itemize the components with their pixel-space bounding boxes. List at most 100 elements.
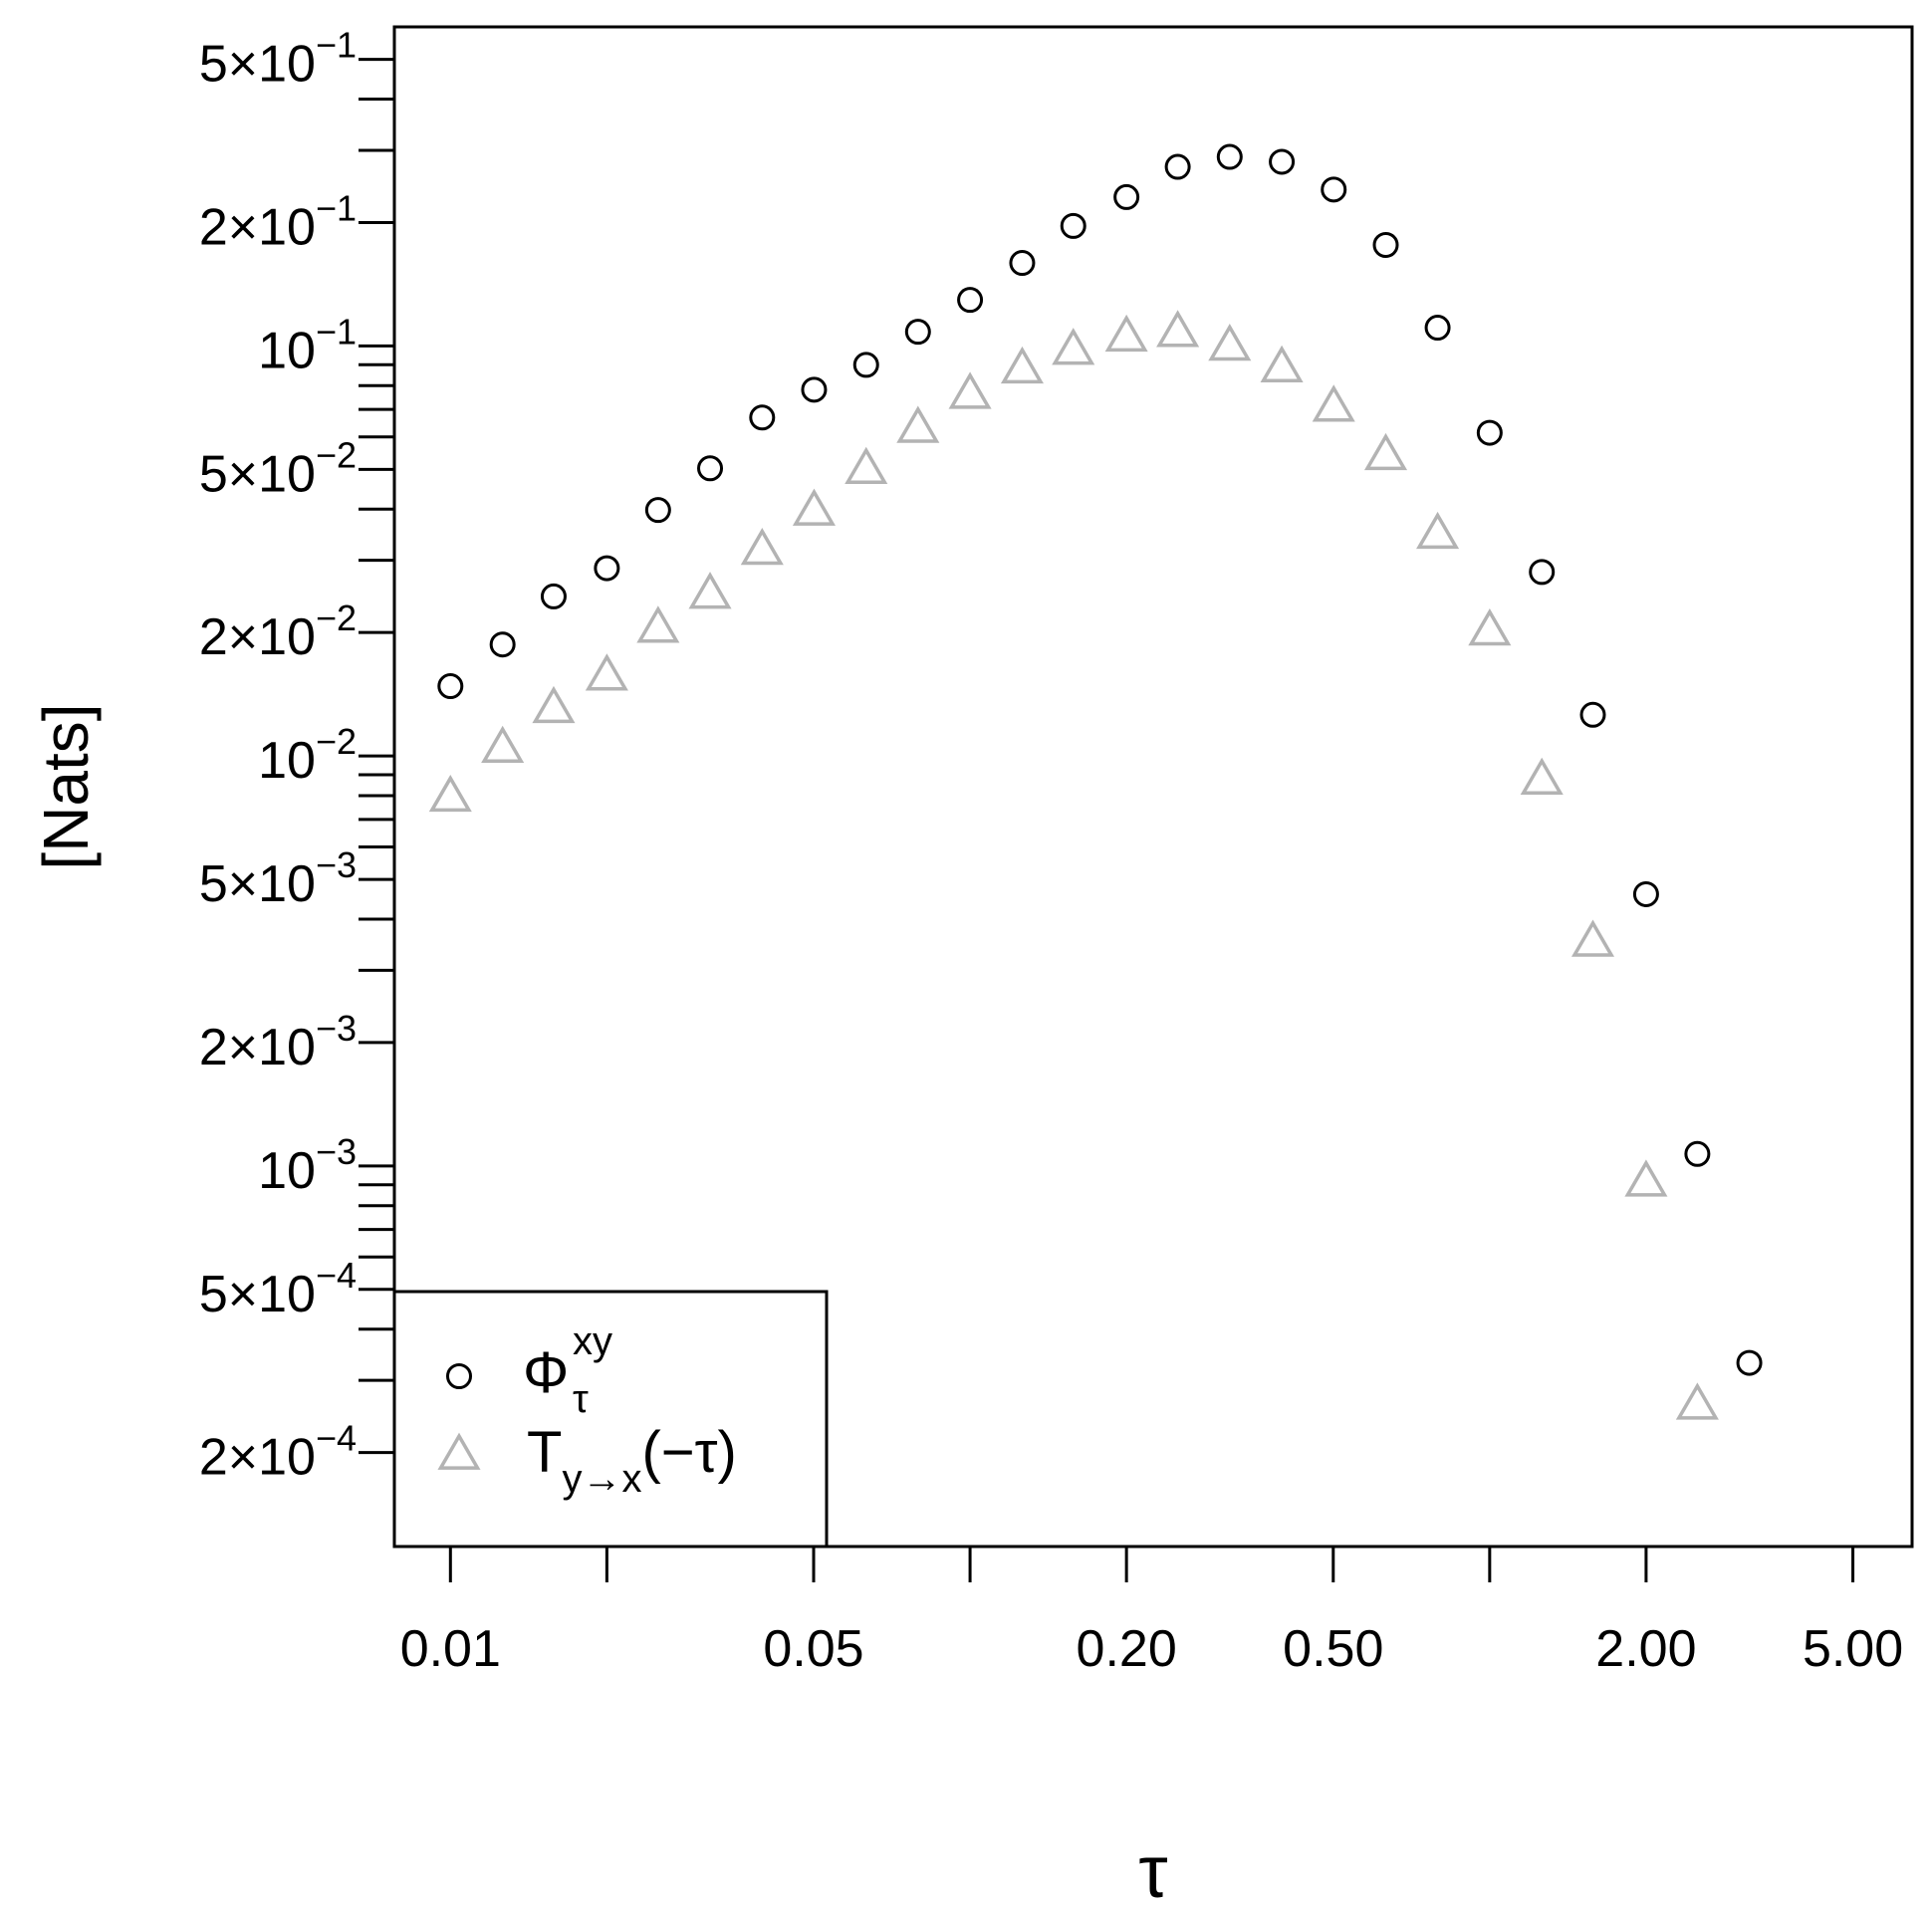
data-point-triangle bbox=[1104, 314, 1148, 353]
y-tick-base: 10 bbox=[258, 198, 316, 256]
y-tick-base: 10 bbox=[258, 445, 316, 503]
y-tick-base: 10 bbox=[258, 1429, 316, 1487]
y-tick-mantissa: 5 bbox=[199, 855, 228, 913]
y-tick-mantissa: 5 bbox=[199, 445, 228, 503]
y-tick-times: × bbox=[228, 1019, 258, 1076]
data-point-circle bbox=[446, 1363, 472, 1389]
data-point-circle bbox=[1579, 701, 1606, 728]
y-tick-times: × bbox=[228, 445, 258, 503]
data-point-triangle bbox=[1208, 323, 1252, 361]
data-point-triangle bbox=[437, 1432, 481, 1470]
data-point-circle bbox=[852, 352, 879, 378]
data-point-circle bbox=[1529, 559, 1556, 586]
x-tick-label: 0.05 bbox=[763, 1620, 863, 1678]
data-point-triangle bbox=[481, 725, 525, 764]
y-tick-exponent: −4 bbox=[316, 1418, 357, 1459]
y-tick-label: 2×10−4 bbox=[199, 1418, 357, 1487]
data-point-circle bbox=[594, 555, 620, 582]
data-point-triangle bbox=[896, 405, 940, 443]
data-point-triangle bbox=[948, 371, 992, 409]
data-point-circle bbox=[1060, 212, 1087, 239]
data-point-circle bbox=[957, 287, 984, 314]
data-point-circle bbox=[1269, 148, 1296, 175]
y-tick-mantissa: 5 bbox=[199, 1266, 228, 1323]
y-tick-exponent: −1 bbox=[316, 187, 357, 228]
x-tick-label: 5.00 bbox=[1803, 1620, 1903, 1678]
data-point-triangle bbox=[1416, 511, 1460, 550]
y-axis-label: [Nats] bbox=[30, 703, 102, 869]
series-triangle bbox=[428, 310, 1719, 1420]
data-point-triangle bbox=[1260, 345, 1304, 382]
y-tick-base: 10 bbox=[258, 1142, 316, 1200]
y-tick-exponent: −2 bbox=[316, 434, 357, 475]
data-point-triangle bbox=[740, 528, 784, 566]
y-tick-mantissa: 2 bbox=[199, 1429, 228, 1487]
y-tick-label: 2×10−1 bbox=[199, 187, 357, 256]
y-tick-exponent: −4 bbox=[316, 1255, 357, 1296]
y-tick-exponent: −3 bbox=[316, 1131, 357, 1172]
legend-t-suffix: (−τ) bbox=[641, 1420, 736, 1485]
data-point-circle bbox=[904, 319, 931, 346]
plot-frame bbox=[392, 25, 1914, 1549]
y-tick-mantissa: 2 bbox=[199, 1019, 228, 1076]
y-tick-label: 2×10−2 bbox=[199, 597, 357, 666]
data-point-circle bbox=[644, 497, 671, 524]
x-tick-label: 2.00 bbox=[1595, 1620, 1696, 1678]
data-point-triangle bbox=[428, 774, 472, 813]
data-point-triangle bbox=[1000, 346, 1044, 384]
y-tick-label: 10−3 bbox=[258, 1131, 357, 1200]
data-point-circle bbox=[1476, 419, 1503, 446]
data-point-triangle bbox=[532, 685, 576, 724]
data-point-triangle bbox=[1520, 757, 1564, 795]
y-tick-base: 10 bbox=[258, 322, 316, 379]
data-point-triangle bbox=[1624, 1159, 1668, 1197]
y-tick-exponent: −1 bbox=[316, 25, 357, 66]
data-point-triangle bbox=[1052, 328, 1095, 365]
y-tick-exponent: −2 bbox=[316, 721, 357, 762]
y-tick-base: 10 bbox=[258, 732, 316, 790]
legend-label-transfer: Ty→x(−τ) bbox=[527, 1420, 737, 1501]
legend-phi-subscript: τ bbox=[573, 1377, 589, 1421]
x-axis: 0.01 0.05 0.20 0.50 2.00 5.00 bbox=[400, 1547, 1903, 1678]
y-tick-base: 10 bbox=[258, 608, 316, 666]
data-point-circle bbox=[1424, 315, 1451, 342]
y-tick-base: 10 bbox=[258, 1019, 316, 1076]
data-point-circle bbox=[801, 376, 828, 403]
y-tick-times: × bbox=[228, 198, 258, 256]
data-point-circle bbox=[1164, 153, 1191, 180]
legend-phi-symbol: Φ bbox=[523, 1340, 569, 1405]
data-point-triangle bbox=[845, 446, 888, 484]
legend-t-subscript: y→x bbox=[562, 1457, 641, 1501]
y-tick-mantissa: 2 bbox=[199, 198, 228, 256]
x-tick-label: 0.01 bbox=[400, 1620, 501, 1678]
y-tick-base: 10 bbox=[258, 1266, 316, 1323]
y-tick-base: 10 bbox=[258, 855, 316, 913]
y-tick-label: 2×10−3 bbox=[199, 1008, 357, 1076]
data-point-circle bbox=[437, 673, 464, 700]
x-tick-label: 0.50 bbox=[1283, 1620, 1383, 1678]
y-tick-label: 10−2 bbox=[258, 721, 357, 790]
y-tick-exponent: −3 bbox=[316, 844, 357, 885]
y-tick-exponent: −1 bbox=[316, 311, 357, 352]
legend-t-symbol: T bbox=[527, 1420, 562, 1485]
data-point-triangle bbox=[1363, 432, 1408, 471]
x-axis-label: τ bbox=[1138, 1830, 1167, 1908]
data-point-triangle bbox=[1570, 919, 1615, 957]
y-tick-exponent: −2 bbox=[316, 597, 357, 638]
data-point-circle bbox=[1736, 1349, 1763, 1376]
data-point-circle bbox=[749, 404, 776, 431]
y-tick-times: × bbox=[228, 1429, 258, 1487]
y-tick-label: 5×10−1 bbox=[199, 25, 357, 94]
y-tick-label: 5×10−2 bbox=[199, 434, 357, 503]
y-tick-mantissa: 2 bbox=[199, 608, 228, 666]
data-point-circle bbox=[697, 455, 724, 482]
data-point-circle bbox=[1321, 176, 1347, 203]
data-point-circle bbox=[1216, 143, 1243, 170]
y-tick-label: 5×10−3 bbox=[199, 844, 357, 913]
data-point-triangle bbox=[1156, 310, 1200, 348]
data-point-triangle bbox=[636, 605, 680, 643]
data-series bbox=[428, 143, 1763, 1420]
y-axis: 5×10−12×10−110−15×10−22×10−210−25×10−32×… bbox=[199, 25, 394, 1487]
y-tick-label: 5×10−4 bbox=[199, 1255, 357, 1323]
